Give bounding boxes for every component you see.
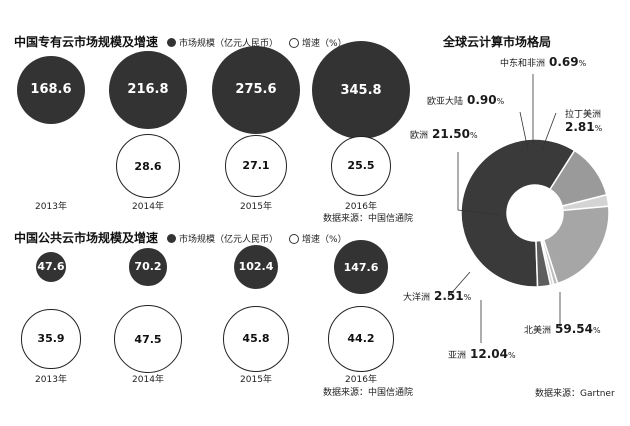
slice-label: 大洋洲 2.51%: [403, 289, 471, 303]
slice-label: 欧亚大陆 0.90%: [427, 93, 504, 107]
growth-rate-bubble: 25.5: [330, 135, 392, 197]
percent-unit: %: [507, 351, 516, 360]
region-share: 0.90%: [467, 93, 504, 107]
public-cloud-legend: 市场规模（亿元人民币） 增速（%）: [167, 232, 347, 245]
legend-filled-dot-icon: [167, 234, 176, 243]
private-cloud-title: 中国专有云市场规模及增速: [14, 35, 159, 49]
legend-open-dot-icon: [289, 233, 300, 244]
share-value: 12.04: [470, 347, 508, 361]
legend-scale-label: 市场规模（亿元人民币）: [179, 39, 279, 49]
percent-unit: %: [496, 97, 505, 106]
year-label: 2014年: [132, 202, 164, 212]
region-name: 欧洲: [410, 131, 429, 141]
share-value: 0.69: [549, 55, 579, 69]
growth-rate-bubble: 35.9: [21, 309, 81, 369]
share-value: 2.51: [434, 289, 464, 303]
market-size-bubble: 275.6: [212, 46, 300, 134]
market-size-bubble: 216.8: [109, 51, 187, 129]
year-label: 2015年: [240, 375, 272, 385]
region-name: 欧亚大陆: [427, 97, 464, 107]
legend-scale-label: 市场规模（亿元人民币）: [179, 235, 279, 245]
percent-unit: %: [578, 59, 587, 68]
private-cloud-legend: 市场规模（亿元人民币） 增速（%）: [167, 36, 347, 49]
percent-unit: %: [594, 124, 603, 133]
region-name: 亚洲: [448, 351, 467, 361]
percent-unit: %: [469, 131, 478, 140]
global-cloud-source: 数据来源：Gartner: [535, 389, 615, 399]
percent-unit: %: [463, 293, 472, 302]
market-size-bubble: 345.8: [312, 41, 410, 139]
share-value: 59.54: [555, 322, 593, 336]
region-share: 59.54%: [555, 322, 601, 336]
region-share: 2.51%: [434, 289, 471, 303]
slice-label: 拉丁美洲 2.81%: [565, 107, 602, 134]
leader-line: [447, 271, 471, 298]
leader-line: [519, 111, 529, 151]
region-share: 0.69%: [549, 55, 586, 69]
legend-open-dot-icon: [289, 37, 300, 48]
slice-label: 中东和非洲 0.69%: [500, 55, 586, 69]
slice-label: 北美洲 59.54%: [524, 322, 601, 336]
year-label: 2016年: [345, 375, 377, 385]
region-share: 12.04%: [470, 347, 516, 361]
private-cloud-source: 数据来源：中国信通院: [323, 214, 414, 224]
market-size-bubble: 168.6: [16, 55, 86, 125]
percent-unit: %: [592, 326, 601, 335]
slice-label: 亚洲 12.04%: [448, 347, 516, 361]
growth-rate-bubble: 45.8: [222, 305, 290, 373]
region-share: 21.50%: [432, 127, 478, 141]
public-cloud-source: 数据来源：中国信通院: [323, 388, 414, 398]
region-name: 拉丁美洲: [565, 110, 602, 120]
year-label: 2014年: [132, 375, 164, 385]
growth-rate-bubble: 28.6: [116, 134, 180, 198]
year-label: 2015年: [240, 202, 272, 212]
legend-growth-label: 增速（%）: [302, 39, 347, 49]
year-label: 2013年: [35, 202, 67, 212]
donut-slice: [542, 205, 610, 285]
region-share: 2.81%: [565, 120, 602, 134]
global-cloud-title: 全球云计算市场格局: [443, 35, 552, 49]
legend-filled-dot-icon: [167, 38, 176, 47]
donut-slice: [535, 239, 552, 288]
share-value: 0.90: [467, 93, 497, 107]
region-name: 大洋洲: [403, 293, 431, 303]
donut-slice: [460, 138, 576, 288]
legend-growth-label: 增速（%）: [302, 235, 347, 245]
share-value: 2.81: [565, 120, 595, 134]
market-size-bubble: 47.6: [35, 251, 67, 283]
slice-label: 欧洲 21.50%: [410, 127, 478, 141]
public-cloud-title: 中国公共云市场规模及增速: [14, 231, 159, 245]
leader-line: [541, 112, 557, 151]
region-name: 北美洲: [524, 326, 552, 336]
region-name: 中东和非洲: [500, 59, 546, 69]
market-size-bubble: 102.4: [233, 244, 279, 290]
growth-rate-bubble: 27.1: [224, 134, 288, 198]
market-size-bubble: 147.6: [334, 240, 388, 294]
growth-rate-bubble: 44.2: [328, 306, 394, 372]
market-size-bubble: 70.2: [129, 248, 167, 286]
leader-line: [457, 152, 501, 216]
share-value: 21.50: [432, 127, 470, 141]
growth-rate-bubble: 47.5: [114, 305, 182, 373]
year-label: 2016年: [345, 202, 377, 212]
year-label: 2013年: [35, 375, 67, 385]
